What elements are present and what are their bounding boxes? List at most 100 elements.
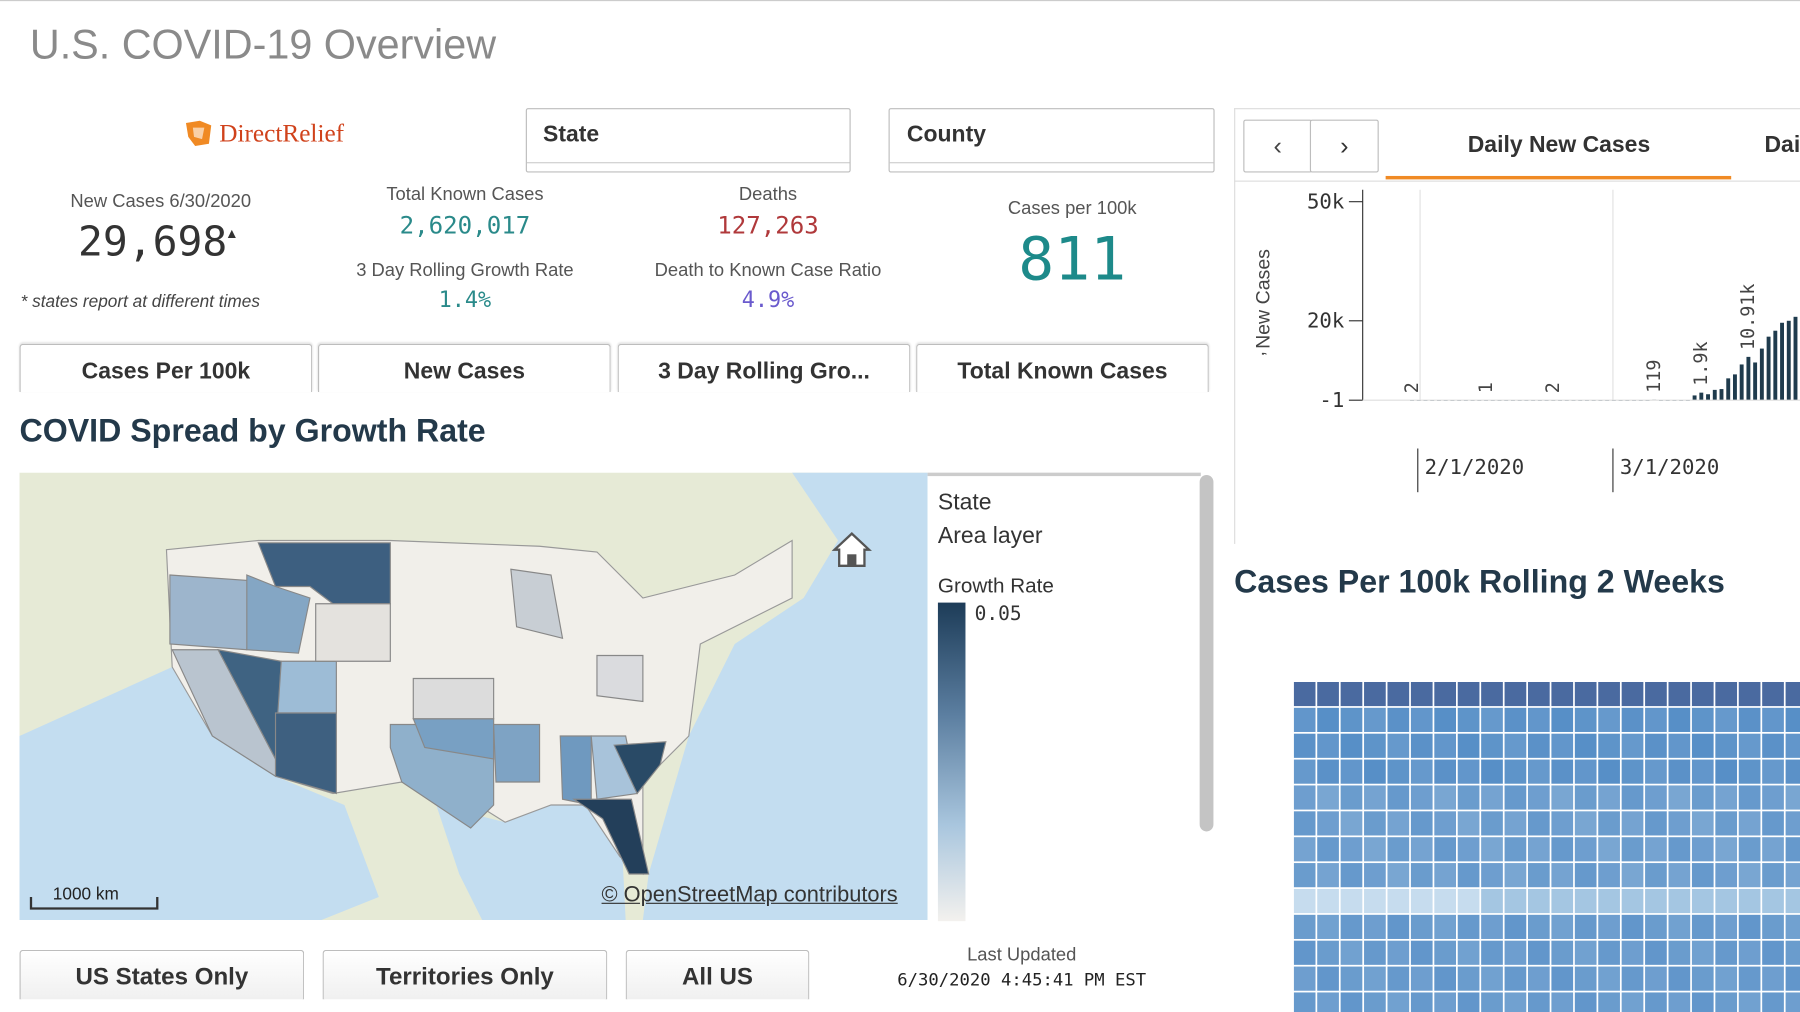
heat-cell bbox=[1668, 914, 1691, 939]
heat-cell bbox=[1434, 940, 1457, 965]
map-attribution[interactable]: © OpenStreetMap contributors bbox=[601, 883, 898, 908]
heat-cell bbox=[1645, 733, 1667, 758]
chart-tab[interactable]: Daily New Cases bbox=[1467, 132, 1651, 158]
heat-cell bbox=[1457, 992, 1480, 1012]
map-scale: 1000 km bbox=[52, 884, 119, 904]
heat-cell bbox=[1645, 759, 1667, 784]
measure-tab[interactable]: Total Known Cases bbox=[916, 343, 1209, 393]
heat-cell bbox=[1762, 733, 1784, 758]
heat-cell bbox=[1621, 940, 1644, 965]
legend-top-border bbox=[927, 472, 1201, 477]
heat-cell bbox=[1598, 785, 1620, 810]
heat-cell bbox=[1481, 992, 1503, 1012]
heat-cell bbox=[1785, 811, 1800, 836]
heat-cell bbox=[1691, 940, 1714, 965]
filter-button[interactable]: Territories Only bbox=[322, 949, 608, 1000]
legend-sublayer: Area layer bbox=[937, 523, 1043, 549]
heat-cell bbox=[1527, 863, 1550, 888]
home-icon[interactable] bbox=[831, 532, 872, 567]
heat-cell bbox=[1715, 914, 1738, 939]
heat-cell bbox=[1387, 966, 1410, 991]
x-tick-label: 3/1/2020 bbox=[1620, 455, 1719, 479]
heat-cell bbox=[1785, 914, 1800, 939]
heat-cell bbox=[1668, 837, 1691, 862]
bar bbox=[1712, 389, 1717, 401]
heat-cell bbox=[1457, 837, 1480, 862]
heat-cell bbox=[1551, 914, 1574, 939]
heat-cell bbox=[1481, 837, 1503, 862]
logo-icon bbox=[185, 120, 212, 147]
heat-cell bbox=[1551, 681, 1574, 707]
heat-cell bbox=[1598, 733, 1620, 758]
heat-cell bbox=[1762, 811, 1784, 836]
heat-cell bbox=[1364, 914, 1386, 939]
chart-tab[interactable]: Dai bbox=[1764, 132, 1800, 158]
heat-cell bbox=[1574, 759, 1597, 784]
heat-cell bbox=[1621, 863, 1644, 888]
heat-cell bbox=[1364, 966, 1386, 991]
heat-cell bbox=[1434, 992, 1457, 1012]
heat-cell bbox=[1551, 811, 1574, 836]
heat-cell bbox=[1340, 888, 1363, 914]
heat-cell bbox=[1434, 681, 1457, 707]
heat-cell bbox=[1410, 914, 1433, 939]
heat-cell bbox=[1293, 914, 1316, 939]
heat-cell bbox=[1457, 707, 1480, 732]
heat-cell bbox=[1317, 966, 1339, 991]
prev-button[interactable]: ‹ bbox=[1243, 119, 1313, 173]
filter-button[interactable]: All US bbox=[625, 949, 810, 1000]
active-tab-indicator bbox=[1385, 175, 1732, 180]
heat-cell bbox=[1364, 759, 1386, 784]
filter-button[interactable]: US States Only bbox=[19, 949, 305, 1000]
heat-cell bbox=[1762, 888, 1784, 914]
heat-cell bbox=[1527, 837, 1550, 862]
scrollbar[interactable] bbox=[1199, 474, 1214, 832]
heat-cell bbox=[1785, 759, 1800, 784]
measure-tab[interactable]: Cases Per 100k bbox=[19, 343, 313, 393]
heat-cell bbox=[1527, 707, 1550, 732]
kpi-value: 4.9% bbox=[741, 287, 795, 313]
heat-cell bbox=[1457, 733, 1480, 758]
kpi-value: 811 bbox=[1018, 225, 1127, 295]
measure-tab[interactable]: 3 Day Rolling Gro... bbox=[617, 343, 911, 393]
heat-cell bbox=[1364, 940, 1386, 965]
heat-cell bbox=[1387, 759, 1410, 784]
heat-cell bbox=[1387, 837, 1410, 862]
heat-cell bbox=[1387, 888, 1410, 914]
heat-cell bbox=[1434, 707, 1457, 732]
heat-cell bbox=[1645, 811, 1667, 836]
heat-cell bbox=[1387, 681, 1410, 707]
legend-max: 0.05 bbox=[974, 602, 1022, 626]
heat-cell bbox=[1504, 759, 1527, 784]
heat-cell bbox=[1645, 863, 1667, 888]
heat-cell bbox=[1738, 837, 1761, 862]
heat-cell bbox=[1340, 811, 1363, 836]
measure-tab[interactable]: New Cases bbox=[317, 343, 611, 393]
heat-cell bbox=[1481, 707, 1503, 732]
heat-cell bbox=[1410, 681, 1433, 707]
heat-cell bbox=[1387, 914, 1410, 939]
legend-measure: Growth Rate bbox=[937, 573, 1054, 597]
bar bbox=[1732, 374, 1737, 401]
next-button[interactable]: › bbox=[1309, 119, 1379, 173]
heat-cell bbox=[1387, 863, 1410, 888]
heat-cell bbox=[1457, 940, 1480, 965]
heat-cell bbox=[1738, 992, 1761, 1012]
heat-cell bbox=[1387, 707, 1410, 732]
state-filter[interactable]: State bbox=[525, 108, 851, 173]
chart-panel bbox=[1234, 108, 1800, 544]
heat-cell bbox=[1598, 888, 1620, 914]
heat-cell bbox=[1715, 992, 1738, 1012]
heat-cell bbox=[1574, 940, 1597, 965]
y-tick-label: 50k bbox=[1307, 190, 1345, 214]
heat-cell bbox=[1457, 759, 1480, 784]
heat-cell bbox=[1551, 992, 1574, 1012]
map[interactable] bbox=[19, 472, 928, 920]
heat-cell bbox=[1785, 681, 1800, 707]
heat-cell bbox=[1293, 863, 1316, 888]
heat-cell bbox=[1457, 914, 1480, 939]
heat-cell bbox=[1715, 707, 1738, 732]
panel-divider bbox=[1234, 180, 1800, 182]
heat-cell bbox=[1410, 759, 1433, 784]
county-filter[interactable]: County bbox=[888, 108, 1215, 173]
